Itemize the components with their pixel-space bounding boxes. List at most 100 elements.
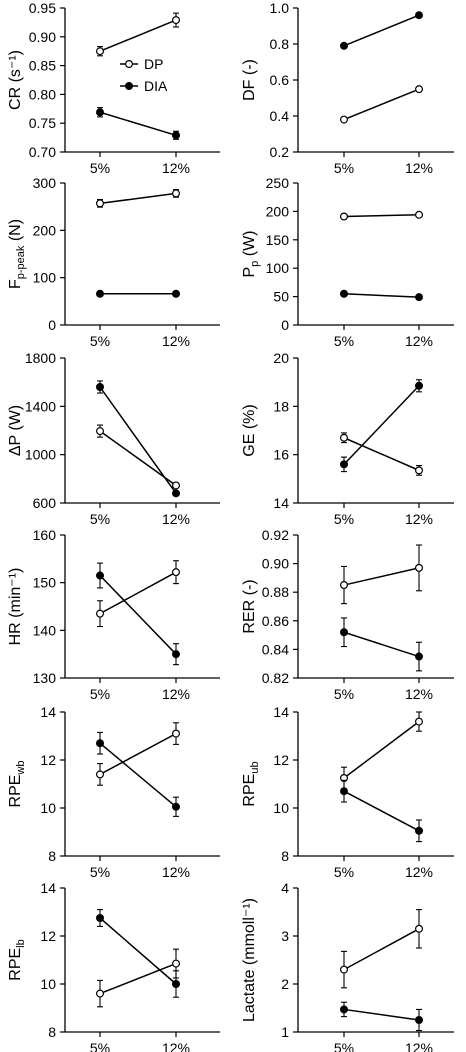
series-line-dia: [343, 385, 420, 465]
panel-df: 0.2 0.4 0.6 0.8 1.0 5% 12% DF (-): [241, 0, 454, 176]
y-axis-label: CR (s⁻¹): [7, 50, 24, 110]
panel-lactate: 1 2 3 4 5% 12% Lactate (mmoll⁻¹): [241, 880, 454, 1052]
x-tick-label: 5%: [334, 686, 354, 702]
y-tick-label: 0.8: [270, 36, 290, 52]
point-dia: [95, 383, 104, 392]
series-line-dia: [343, 1008, 420, 1021]
y-tick-label: 250: [266, 175, 290, 191]
panel-cr: 0.700.750.800.850.900.955% 12%CR (s⁻¹) DPD…: [7, 0, 220, 176]
point-dia: [95, 913, 104, 922]
y-tick-label: 14: [40, 880, 56, 896]
y-tick-label: 2: [281, 976, 289, 992]
y-tick-label: 10: [40, 800, 56, 816]
y-axis-label: ΔP (W): [7, 405, 24, 456]
point-dia: [95, 739, 104, 748]
y-tick-label: 0.84: [262, 641, 289, 657]
y-tick-label: 0.92: [262, 527, 289, 543]
point-dp: [172, 16, 181, 25]
point-dia: [172, 489, 181, 498]
point-dp: [415, 563, 424, 572]
y-tick-label: 4: [281, 880, 289, 896]
y-tick-label: 160: [33, 527, 57, 543]
x-tick-label: 5%: [90, 511, 110, 527]
y-axis-label: Lactate (mmoll⁻¹): [241, 898, 258, 1022]
x-tick-label: 12%: [162, 686, 190, 702]
panel-ge: 14 16 18 20 5% 12% GE (%): [241, 350, 454, 527]
y-tick-label: 130: [33, 670, 57, 686]
y-tick-label: 0.4: [270, 108, 290, 124]
y-tick-label: 3: [281, 928, 289, 944]
legend-label: DIA: [144, 78, 168, 94]
y-tick-label: 0.80: [29, 86, 56, 102]
y-tick-label: 12: [40, 928, 56, 944]
y-tick-label: 1: [281, 1024, 289, 1040]
y-axis-label-main: RPE: [7, 948, 24, 981]
y-tick-label: 14: [40, 704, 56, 720]
y-tick-label: 0.6: [270, 72, 290, 88]
point-dp: [95, 427, 104, 436]
y-tick-label: 12: [273, 752, 289, 768]
panel-dp: 600 1000 1400 1800 5% 12% ΔP (W): [7, 350, 220, 527]
point-dp: [172, 959, 181, 968]
y-tick-label: 0.85: [29, 58, 56, 74]
legend-label: DP: [144, 56, 163, 72]
y-tick-label: 0.86: [262, 613, 289, 629]
series-line-dia: [343, 790, 420, 832]
y-tick-label: 0.82: [262, 670, 289, 686]
y-tick-label: 18: [273, 398, 289, 414]
y-axis-label: DF (-): [241, 59, 258, 101]
series-line-dp: [99, 571, 177, 615]
point-dp: [340, 433, 349, 442]
y-tick-label: 20: [273, 350, 289, 366]
point-dia: [172, 131, 181, 140]
series-line-dp: [343, 721, 420, 779]
series-line-dp: [99, 732, 177, 776]
point-dia: [340, 628, 349, 637]
y-tick-label: 300: [33, 175, 57, 191]
x-tick-label: 12%: [405, 864, 433, 880]
x-tick-label: 5%: [90, 333, 110, 349]
y-tick-label: 0.90: [262, 556, 289, 572]
x-tick-label: 12%: [162, 864, 190, 880]
y-tick-label: 8: [48, 1024, 56, 1040]
series-line-dia: [99, 386, 177, 494]
y-tick-label: 200: [33, 222, 57, 238]
y-tick-label: 8: [281, 848, 289, 864]
point-dp: [95, 609, 104, 618]
series-line-dia: [99, 111, 177, 137]
x-tick-label: 12%: [405, 686, 433, 702]
x-tick-label: 5%: [334, 511, 354, 527]
series-line-dia: [99, 917, 177, 985]
point-dia: [95, 289, 104, 298]
series-line-dia: [343, 293, 420, 298]
point-dp: [340, 965, 349, 974]
point-dia: [172, 289, 181, 298]
x-tick-label: 12%: [405, 160, 433, 176]
point-dia: [172, 650, 181, 659]
point-dp: [172, 729, 181, 738]
x-tick-label: 12%: [162, 333, 190, 349]
x-tick-label: 5%: [334, 1040, 354, 1052]
panel-fppeak: 0 100 200 300 5% 12% Fp-peak (N): [7, 175, 220, 349]
panel-pp: 0 50 100 150 200 250 5% 12% Pp (W): [241, 175, 454, 349]
y-tick-label: 1800: [25, 350, 56, 366]
y-tick-label: 200: [266, 203, 290, 219]
series-line-dia: [343, 14, 420, 47]
point-dp: [415, 717, 424, 726]
y-tick-label: 0.2: [270, 144, 290, 160]
y-tick-label: 10: [273, 800, 289, 816]
x-tick-label: 12%: [405, 333, 433, 349]
y-axis-label: Pp (W): [241, 231, 261, 278]
x-tick-label: 5%: [90, 686, 110, 702]
series-line-dp: [343, 567, 420, 586]
point-dp: [95, 989, 104, 998]
y-tick-label: 600: [33, 495, 57, 511]
point-dp: [415, 85, 424, 94]
point-dp: [415, 466, 424, 475]
series-line-dia: [343, 631, 420, 658]
series-line-dp: [343, 214, 420, 218]
y-tick-label: 14: [273, 495, 289, 511]
point-dp: [95, 47, 104, 56]
y-axis-label-subscript: lb: [15, 939, 27, 948]
